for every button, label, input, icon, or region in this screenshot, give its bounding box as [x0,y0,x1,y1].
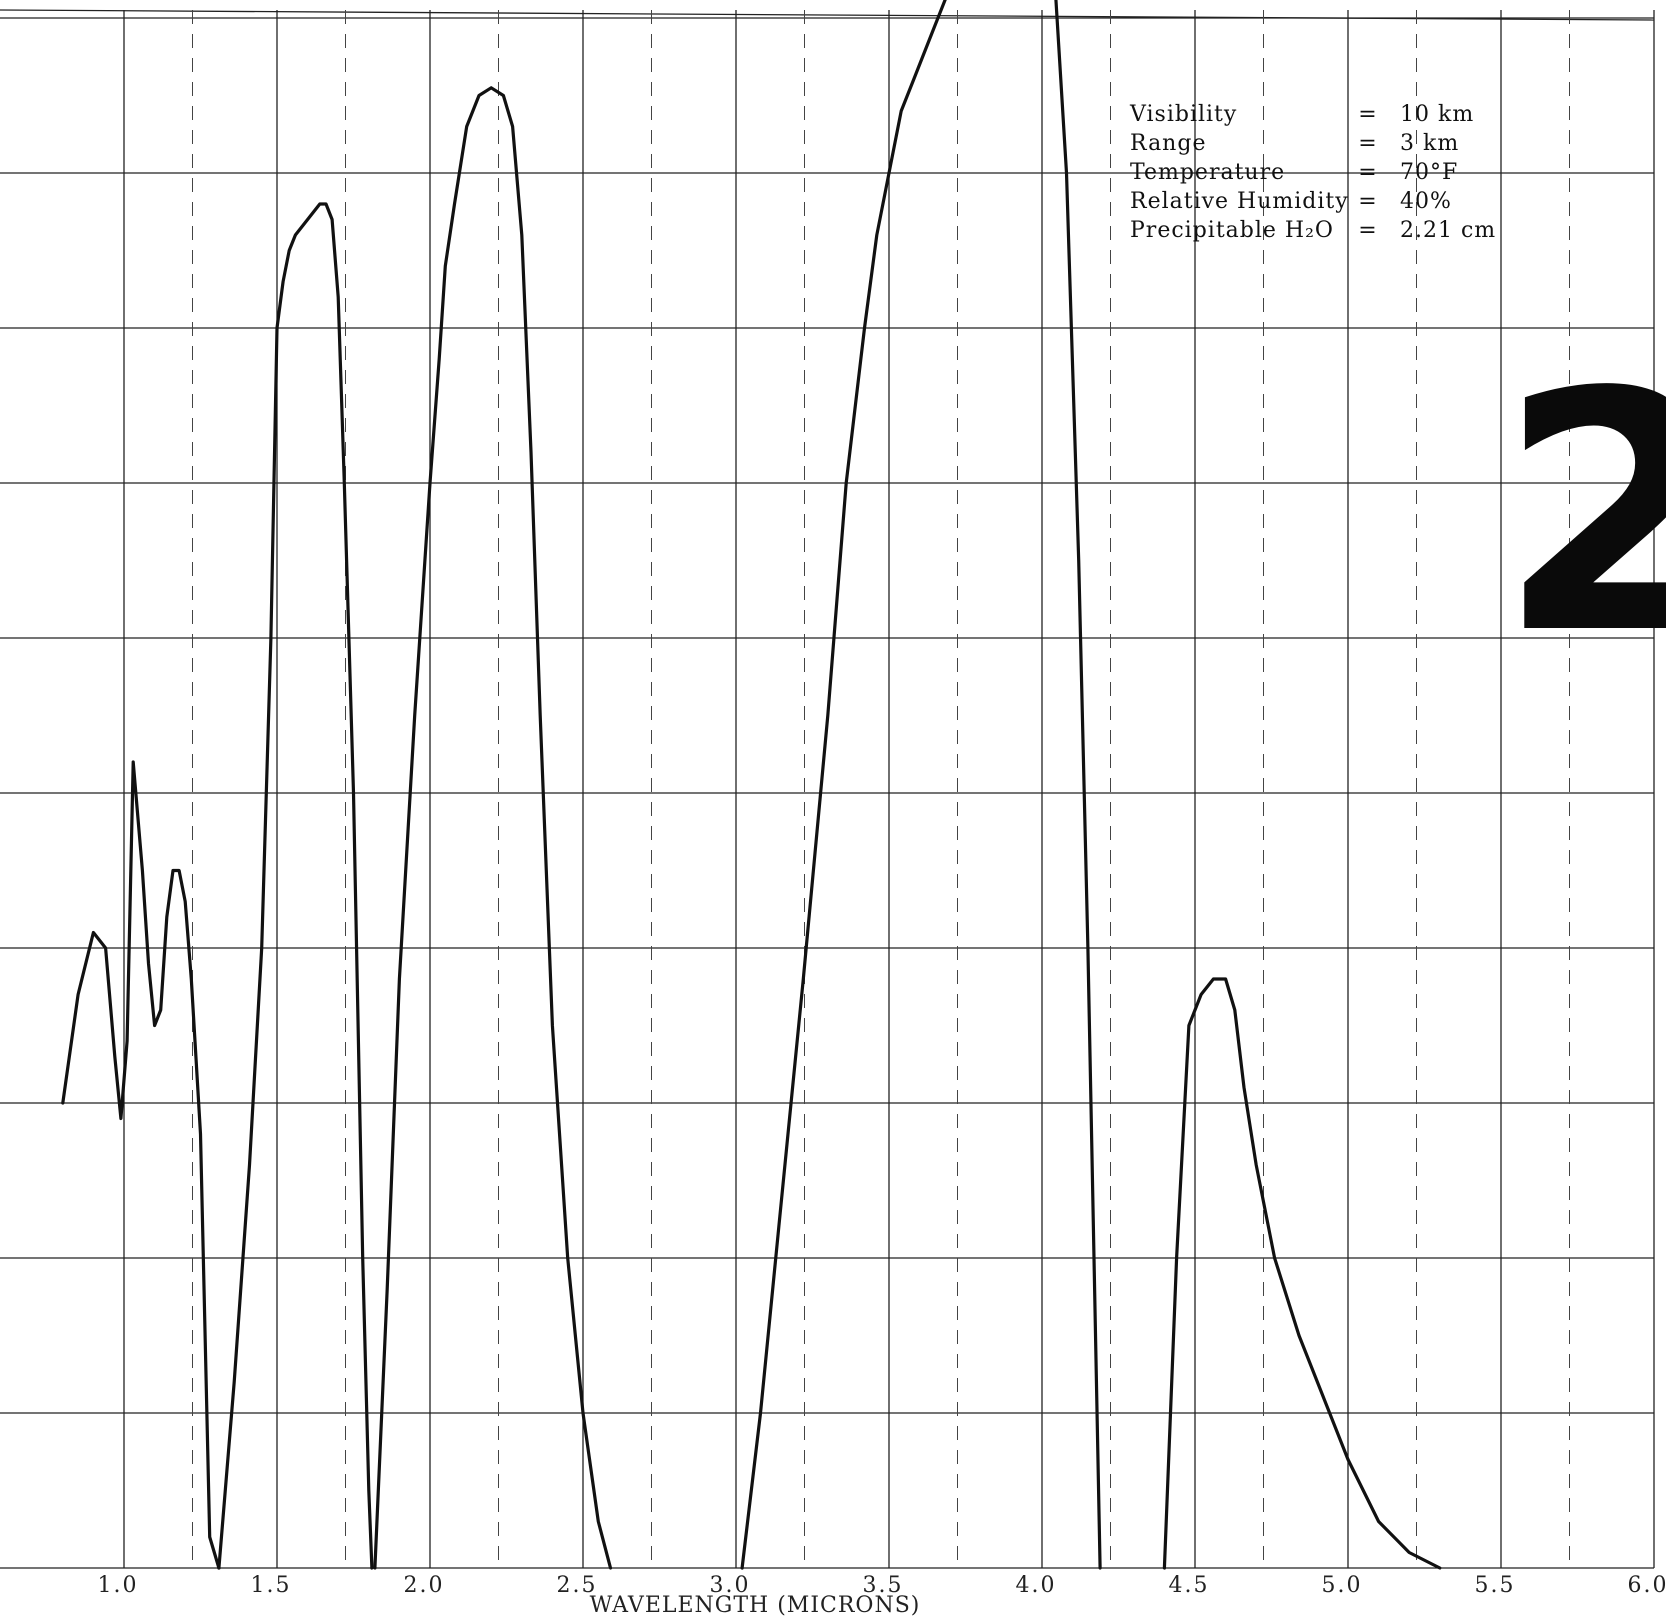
x-tick-label: 5.5 [1475,1573,1516,1598]
conditions-legend: Visibility = 10 km Range = 3 km Temperature = 70… [1129,102,1496,243]
x-tick-label: 4.5 [1169,1573,1210,1598]
condition-value: 70°F [1400,160,1458,185]
x-tick-label: 3.0 [710,1573,751,1598]
x-tick-label: 5.0 [1322,1573,1363,1598]
condition-equals: = [1358,102,1377,127]
condition-equals: = [1358,131,1377,156]
transmission-curves [61,0,1442,1570]
condition-label: Precipitable H₂O [1130,218,1334,243]
condition-label: Range [1130,131,1206,156]
top-border [0,9,1655,21]
condition-label: Visibility [1129,102,1237,127]
condition-equals: = [1358,218,1377,243]
condition-value: 40% [1400,189,1452,214]
transmission-band-1 [61,760,221,1570]
condition-label: Temperature [1130,160,1285,185]
x-axis-label: WAVELENGTH (MICRONS) [590,1593,921,1618]
condition-value: 2.21 cm [1400,218,1496,243]
x-tick-label: 2.0 [404,1573,445,1598]
x-tick-label: 1.5 [251,1573,292,1598]
x-tick-label: 4.0 [1016,1573,1057,1598]
grid [0,9,1655,1569]
x-tick-label: 1.0 [98,1573,139,1598]
page-number-2: 2 [1498,322,1666,706]
condition-equals: = [1358,189,1377,214]
transmission-band-4 [740,0,1102,1570]
condition-label: Relative Humidity [1130,189,1349,214]
x-tick-label: 3.5 [863,1573,904,1598]
x-tick-label: 6.0 [1628,1573,1666,1598]
transmission-band-3 [373,86,613,1570]
condition-value: 10 km [1400,102,1474,127]
x-tick-labels: 1.0 1.5 2.0 2.5 3.0 3.5 4.0 4.5 5.0 5.5 6.0 [98,1573,1666,1598]
condition-equals: = [1358,160,1377,185]
x-tick-label: 2.5 [557,1573,598,1598]
transmission-band-5 [1162,977,1442,1570]
condition-value: 3 km [1400,131,1459,156]
transmission-band-2 [217,202,374,1570]
